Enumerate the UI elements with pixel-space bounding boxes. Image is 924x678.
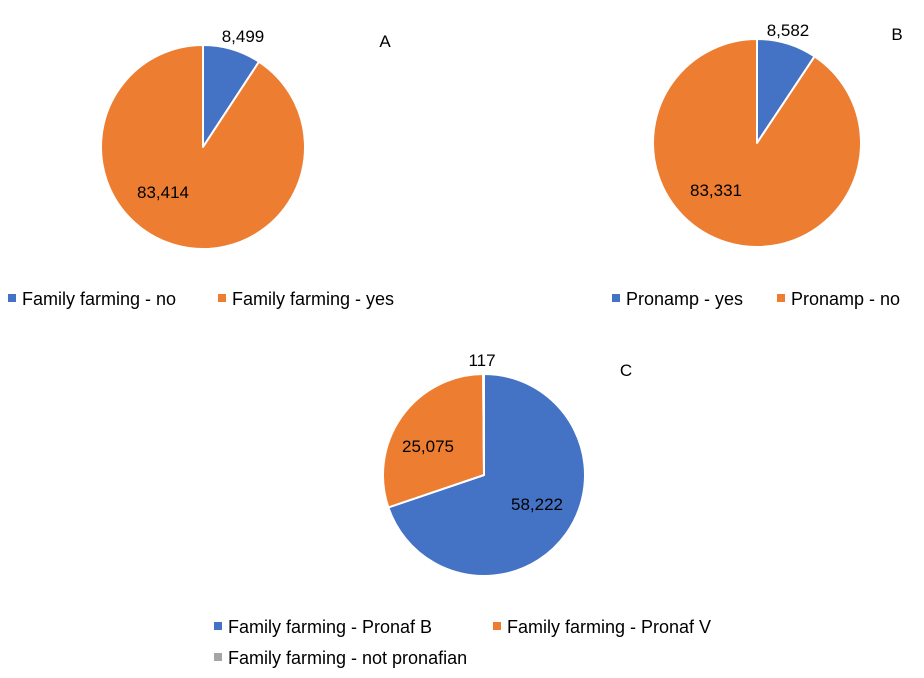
chart-b-slices xyxy=(652,38,862,248)
chart-b-slice-2 xyxy=(652,38,862,248)
chart-a-panel-label: A xyxy=(379,32,391,51)
chart-c-legend-swatch-2 xyxy=(493,622,501,630)
chart-a-legend: Family farming - no Family farming - yes xyxy=(8,289,394,309)
chart-c-slice-3 xyxy=(482,373,485,476)
chart-c-legend-entry-2: Family farming - Pronaf V xyxy=(507,617,711,637)
chart-b-legend-swatch-2 xyxy=(777,294,785,302)
chart-a-slices xyxy=(100,44,306,250)
chart-a-legend-swatch-1 xyxy=(8,294,16,302)
chart-b-legend: Pronamp - yes Pronamp - no xyxy=(612,289,900,309)
chart-c-panel-label: C xyxy=(620,361,632,380)
chart-b-data-label-2: 83,331 xyxy=(690,181,742,200)
chart-c-legend-swatch-3 xyxy=(214,653,222,661)
chart-b: 8,582 83,331 B Pronamp - yes Pronamp - n… xyxy=(612,21,903,309)
chart-c-legend-entry-3: Family farming - not pronafian xyxy=(228,648,467,668)
chart-b-legend-entry-2: Pronamp - no xyxy=(791,289,900,309)
chart-a-slice-2 xyxy=(100,44,306,250)
chart-a-legend-entry-1: Family farming - no xyxy=(22,289,176,309)
chart-c-slice-1 xyxy=(387,373,586,577)
chart-c-legend-swatch-1 xyxy=(214,622,222,630)
chart-a-data-label-1: 8,499 xyxy=(222,27,265,46)
chart-b-data-label-1: 8,582 xyxy=(767,21,810,40)
chart-a: 8,499 83,414 A Family farming - no Famil… xyxy=(8,27,394,309)
chart-a-legend-swatch-2 xyxy=(218,294,226,302)
chart-c-legend: Family farming - Pronaf B Family farming… xyxy=(214,617,711,668)
chart-a-legend-entry-2: Family farming - yes xyxy=(232,289,394,309)
chart-c-legend-entry-1: Family farming - Pronaf B xyxy=(228,617,432,637)
chart-b-panel-label: B xyxy=(891,25,902,44)
chart-c: 58,222 25,075 117 C Family farming - Pro… xyxy=(214,351,711,668)
chart-b-legend-swatch-1 xyxy=(612,294,620,302)
chart-c-data-label-1: 58,222 xyxy=(511,495,563,514)
chart-c-data-label-2: 25,075 xyxy=(402,437,454,456)
chart-b-legend-entry-1: Pronamp - yes xyxy=(626,289,743,309)
chart-c-data-label-3: 117 xyxy=(468,351,495,370)
chart-a-data-label-2: 83,414 xyxy=(137,183,189,202)
chart-c-slice-2 xyxy=(382,373,485,509)
chart-c-slices xyxy=(382,373,586,577)
